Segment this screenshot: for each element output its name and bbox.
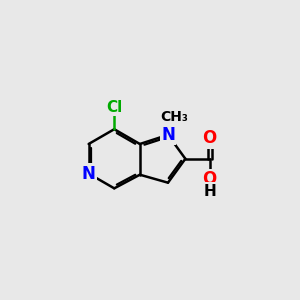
- Text: Cl: Cl: [106, 100, 122, 115]
- Text: N: N: [161, 126, 175, 144]
- Text: N: N: [82, 165, 96, 183]
- Text: O: O: [202, 129, 217, 147]
- Text: O: O: [202, 170, 217, 188]
- Text: H: H: [203, 184, 216, 199]
- Text: CH₃: CH₃: [160, 110, 188, 124]
